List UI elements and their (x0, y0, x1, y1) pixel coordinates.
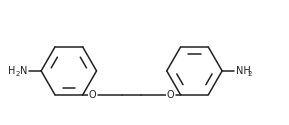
Text: N: N (20, 66, 27, 76)
Text: H: H (8, 66, 15, 76)
Text: O: O (167, 90, 175, 100)
Text: NH: NH (236, 66, 251, 76)
Text: O: O (89, 90, 97, 100)
Text: 2: 2 (247, 71, 252, 77)
Text: 2: 2 (15, 71, 20, 77)
